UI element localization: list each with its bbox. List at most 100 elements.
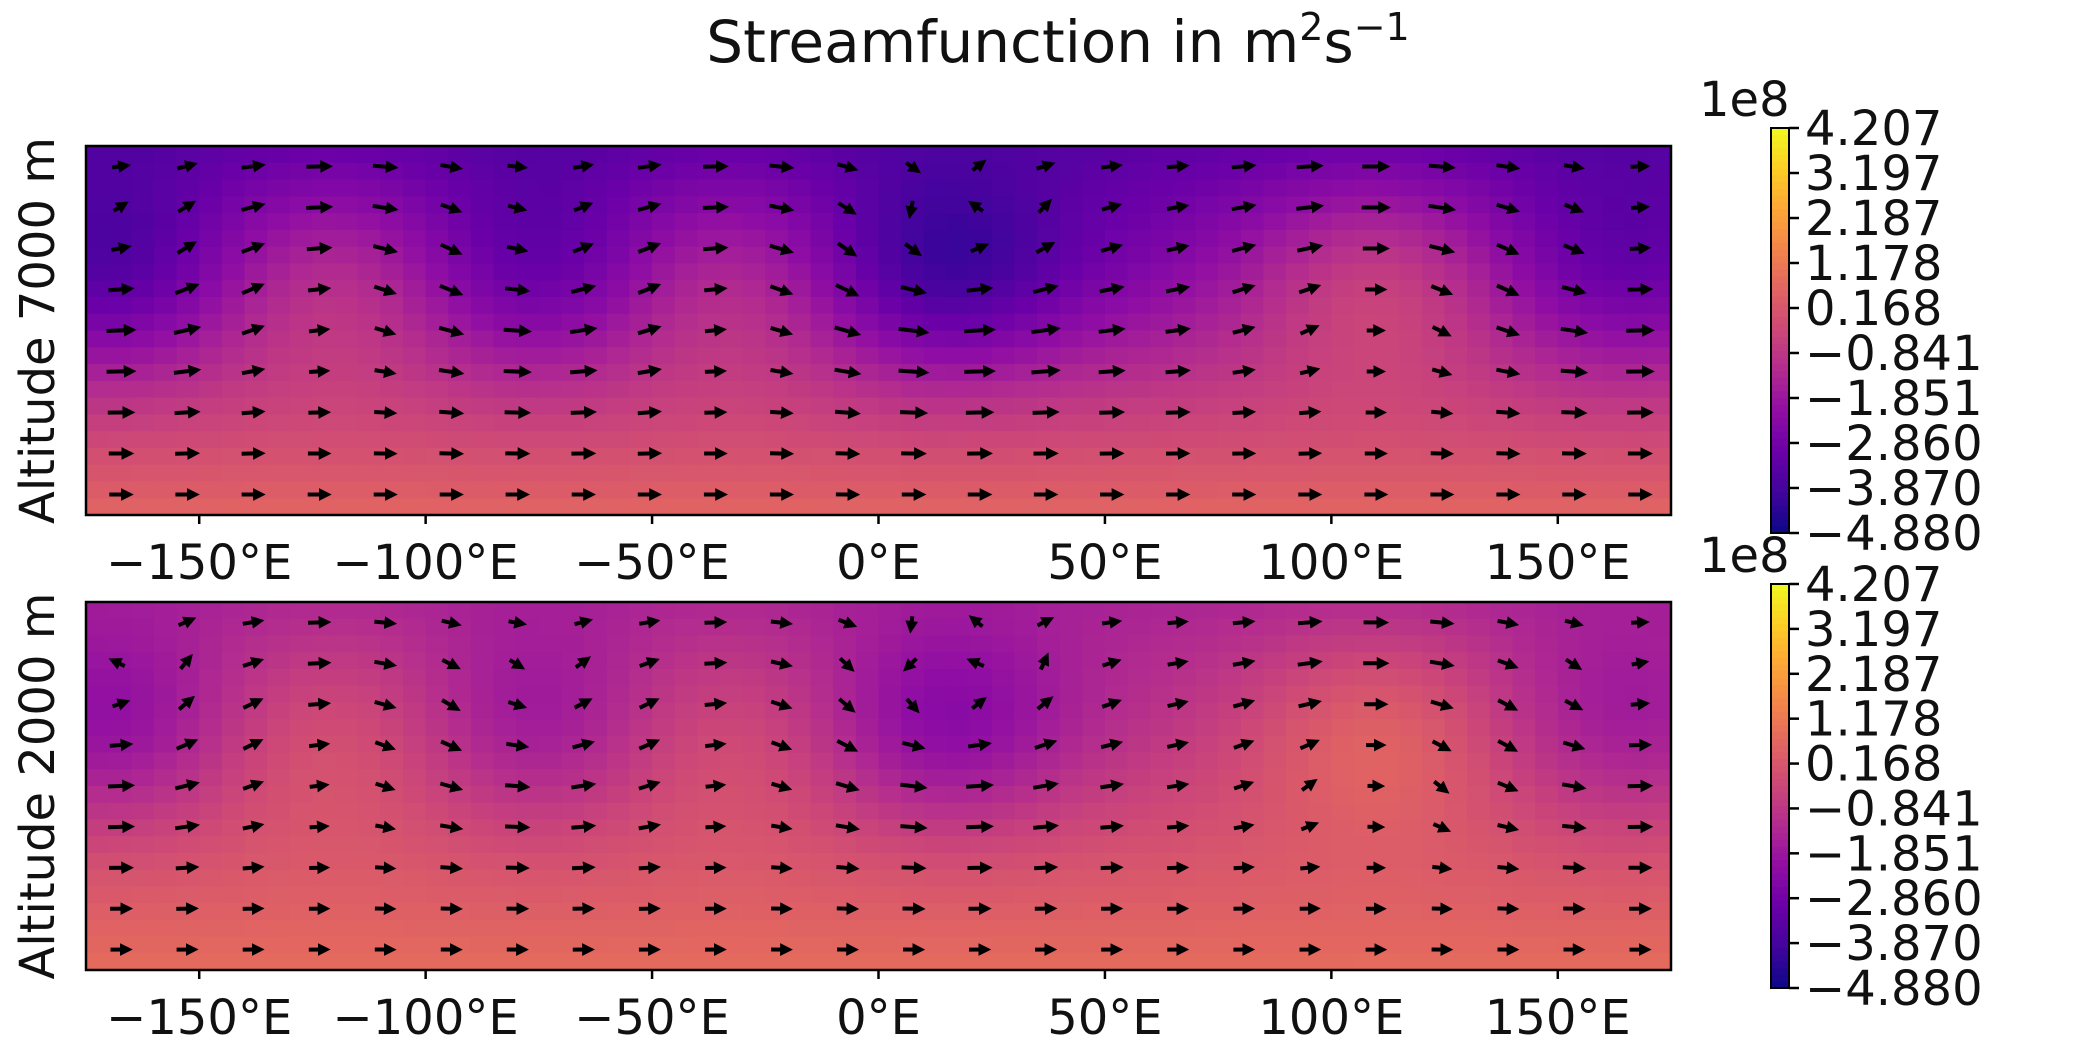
field-cell [969,635,993,653]
field-cell [674,869,699,888]
field-cell [1127,635,1152,653]
wind-arrow [1496,283,1520,297]
field-cell [1014,213,1038,231]
field-cell [312,903,336,921]
field-cell [1580,146,1604,164]
wind-arrow [1564,698,1584,711]
field-cell [629,464,653,483]
field-cell [1603,246,1627,265]
field-cell [561,146,585,164]
field-cell [1195,903,1219,921]
field-cell [131,397,155,416]
field-cell [403,635,427,653]
field-cell [787,213,812,231]
field-cell [357,464,382,483]
field-cell [199,685,223,704]
field-cell [923,464,948,483]
field-cell [1059,213,1084,231]
field-cell [1286,347,1310,365]
field-cell [1376,836,1401,854]
field-cell [991,936,1016,955]
wind-arrow [771,861,793,875]
field-cell [1308,786,1333,804]
field-cell [1535,146,1559,164]
field-cell [991,296,1016,315]
field-cell [1467,296,1491,315]
field-cell [312,685,336,704]
field-cell [1218,380,1242,399]
field-cell [765,464,789,483]
colorbar-segment [1771,839,1789,848]
field-cell [787,380,812,399]
wind-arrow [308,324,331,337]
colorbar-segment [1771,161,1789,170]
field-cell [1263,263,1287,281]
field-cell [493,786,518,804]
colorbar-segment [1771,485,1789,494]
field-cell [1399,196,1423,214]
field-cell [131,296,155,315]
field-cell [1082,802,1106,821]
field-cell [425,786,450,804]
field-cell [516,347,540,365]
field-cell [176,498,201,516]
field-cell [1037,330,1061,349]
field-cell [1444,296,1469,315]
field-cell [652,618,676,637]
field-cell [448,752,472,771]
field-cell [697,635,721,653]
colorbar-segment [1771,431,1789,440]
field-cell [1059,179,1084,198]
field-cell [674,685,699,704]
field-cell [425,668,450,687]
field-cell [176,213,201,231]
field-cell [1014,481,1038,500]
x-tick-label: 100°E [1258,535,1404,591]
field-cell [1127,364,1152,382]
field-cell [244,719,268,737]
field-cell [720,886,744,904]
field-cell [380,752,404,771]
colorbar-segment [1771,317,1789,325]
field-cell [131,347,155,365]
field-cell [357,263,382,281]
field-cell [221,836,246,854]
field-cell [991,836,1016,854]
field-cell [1082,414,1106,432]
field-cell [674,431,699,449]
field-cell [1354,802,1378,821]
field-cell [1625,464,1650,483]
field-cell [1014,347,1038,365]
field-cell [493,735,518,754]
field-cell [267,702,291,720]
wind-arrow [968,615,984,629]
x-tick-label: −50°E [574,990,730,1046]
field-cell [810,769,835,787]
field-cell [1082,702,1106,720]
field-cell [131,836,155,854]
wind-arrow [308,697,332,711]
field-cell [470,280,495,298]
field-cell [1195,229,1219,248]
field-cell [652,213,676,231]
wind-arrow [242,657,265,670]
field-cell [1308,364,1333,382]
field-cell [652,652,676,670]
field-cell [606,702,631,720]
field-cell [584,380,608,399]
field-cell [1104,752,1129,771]
field-cell [538,229,563,248]
field-cell [1580,196,1604,214]
wind-arrow [1165,282,1191,296]
field-cell [221,414,246,432]
field-cell [357,652,382,670]
field-cell [720,313,744,332]
field-cell [1059,447,1084,466]
field-cell [403,414,427,432]
field-cell [1648,869,1672,888]
field-cell [1127,836,1152,854]
field-cell [86,735,110,754]
field-cell [1625,886,1650,904]
wind-arrow [769,284,794,297]
field-cell [1467,246,1491,265]
